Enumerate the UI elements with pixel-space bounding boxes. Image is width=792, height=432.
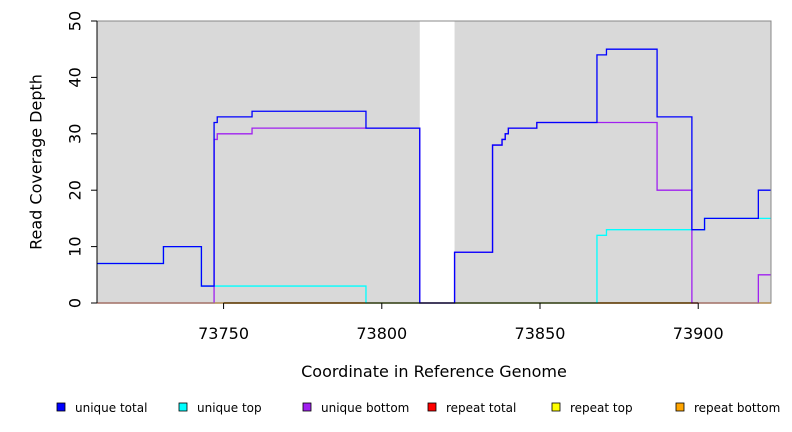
y-axis-title: Read Coverage Depth [27,74,46,250]
gap-region-0 [419,21,455,303]
plot-background [97,21,771,303]
legend-label: repeat bottom [694,401,780,415]
legend-label: unique bottom [321,401,409,415]
legend-swatch [551,402,561,412]
series-line-unique-total [97,48,771,304]
y-tick-label: 20 [66,180,85,200]
x-axis: 73750 73800 73850 73900 [198,302,724,343]
y-tick-label: 30 [66,124,85,144]
y-tick-label: 40 [66,67,85,87]
legend-swatch [675,402,685,412]
x-tick-label: 73900 [673,324,724,343]
x-axis-title: Coordinate in Reference Genome [301,362,567,381]
y-tick-label: 10 [66,236,85,256]
legend-swatch [427,402,437,412]
legend-label: repeat total [446,401,516,415]
legend-label: unique top [197,401,262,415]
legend-swatch [302,402,312,412]
legend: unique total unique top unique bottom repea… [56,401,780,415]
legend-swatch [178,402,188,412]
x-tick-label: 73750 [198,324,249,343]
x-tick-label: 73800 [356,324,407,343]
legend-label: unique total [75,401,147,415]
y-tick-label: 50 [66,11,85,31]
legend-label: repeat top [570,401,633,415]
y-axis: 0 10 20 30 40 50 [66,11,98,308]
legend-swatch [56,402,66,412]
y-tick-label: 0 [66,298,85,308]
x-tick-label: 73850 [515,324,566,343]
